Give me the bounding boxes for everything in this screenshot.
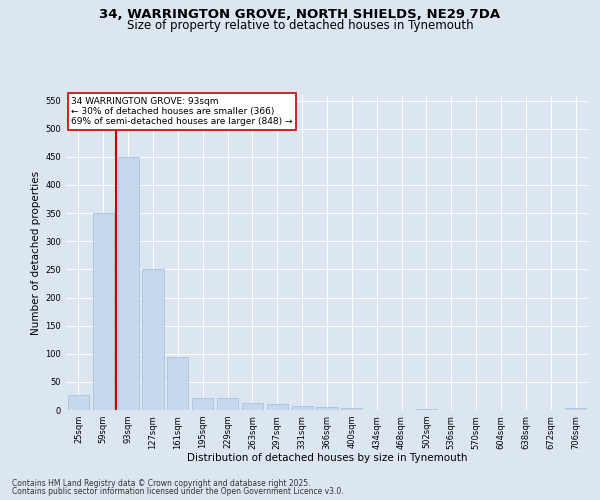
Bar [316,407,338,410]
Bar [242,403,263,410]
Bar [167,356,188,410]
X-axis label: Distribution of detached houses by size in Tynemouth: Distribution of detached houses by size … [187,453,467,463]
Bar [341,408,362,410]
Bar [118,157,139,410]
Text: 34, WARRINGTON GROVE, NORTH SHIELDS, NE29 7DA: 34, WARRINGTON GROVE, NORTH SHIELDS, NE2… [100,8,500,20]
Text: Size of property relative to detached houses in Tynemouth: Size of property relative to detached ho… [127,18,473,32]
Bar [565,408,586,410]
Bar [68,395,89,410]
Text: 34 WARRINGTON GROVE: 93sqm
← 30% of detached houses are smaller (366)
69% of sem: 34 WARRINGTON GROVE: 93sqm ← 30% of deta… [71,96,293,126]
Text: Contains public sector information licensed under the Open Government Licence v3: Contains public sector information licen… [12,487,344,496]
Bar [93,213,114,410]
Bar [267,404,288,410]
Bar [217,398,238,410]
Text: Contains HM Land Registry data © Crown copyright and database right 2025.: Contains HM Land Registry data © Crown c… [12,478,311,488]
Bar [292,406,313,410]
Bar [192,398,213,410]
Bar [142,270,164,410]
Y-axis label: Number of detached properties: Number of detached properties [31,170,41,334]
